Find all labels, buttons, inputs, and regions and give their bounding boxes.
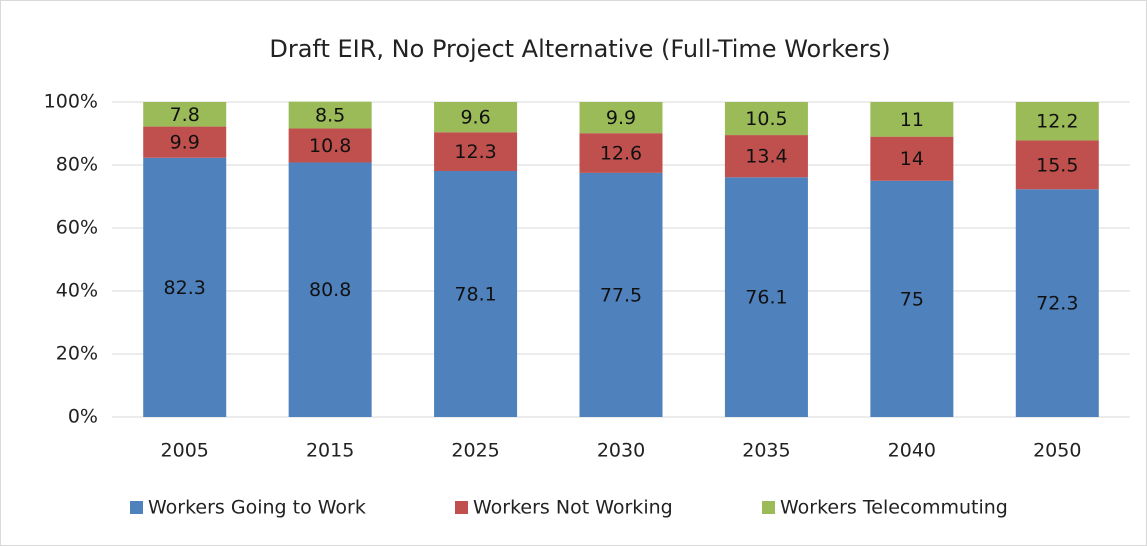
value-label: 12.6: [600, 143, 642, 165]
bar-segment: [579, 172, 663, 417]
y-tick-label: 20%: [56, 343, 98, 365]
y-tick-label: 100%: [44, 91, 98, 113]
legend-swatch: [130, 501, 143, 514]
value-label: 13.4: [745, 146, 787, 168]
bar-segment: [870, 102, 954, 137]
bar-segment: [870, 180, 954, 417]
y-tick-label: 40%: [56, 280, 98, 302]
value-label: 11: [900, 109, 924, 131]
bar-segment: [724, 102, 808, 136]
chart-title: Draft EIR, No Project Alternative (Full-…: [269, 35, 890, 63]
y-tick-label: 60%: [56, 217, 98, 239]
legend-swatch: [762, 501, 775, 514]
value-label: 15.5: [1036, 154, 1078, 176]
value-label: 10.8: [309, 135, 351, 157]
bar-segment: [579, 133, 663, 173]
value-label: 82.3: [164, 277, 206, 299]
bar-segment: [434, 102, 518, 133]
value-label: 12.2: [1036, 111, 1078, 133]
x-tick-label: 2050: [1033, 440, 1081, 462]
value-label: 10.5: [745, 108, 787, 130]
bar-segment: [434, 170, 518, 417]
value-label: 12.3: [454, 141, 496, 163]
value-label: 78.1: [454, 283, 496, 305]
value-label: 75: [900, 288, 924, 310]
bar-segment: [143, 157, 227, 417]
legend-label: Workers Going to Work: [148, 497, 366, 519]
value-label: 8.5: [315, 105, 345, 127]
bar-segment: [724, 135, 808, 178]
value-label: 9.9: [170, 132, 200, 154]
legend-label: Workers Not Working: [473, 497, 673, 519]
value-label: 14: [900, 148, 924, 170]
bar-segment: [288, 162, 372, 417]
legend-swatch: [455, 501, 468, 514]
bar-segment: [1015, 189, 1099, 417]
x-tick-label: 2030: [597, 440, 645, 462]
x-tick-label: 2015: [306, 440, 354, 462]
bar-segment: [870, 136, 954, 181]
bar-segment: [1015, 102, 1099, 141]
value-label: 72.3: [1036, 293, 1078, 315]
bar-segment: [1015, 140, 1099, 190]
bar-segment: [143, 126, 227, 158]
y-tick-label: 0%: [68, 406, 98, 428]
bar-segment: [434, 132, 518, 171]
x-tick-label: 2005: [161, 440, 209, 462]
bar-segment: [288, 101, 372, 129]
value-label: 7.8: [170, 104, 200, 126]
bar-segment: [724, 177, 808, 417]
bar-segment: [143, 102, 227, 127]
value-label: 76.1: [745, 287, 787, 309]
legend-label: Workers Telecommuting: [780, 497, 1008, 519]
x-tick-label: 2025: [451, 440, 499, 462]
value-label: 9.9: [606, 107, 636, 129]
bar-segment: [579, 102, 663, 134]
value-label: 80.8: [309, 279, 351, 301]
x-tick-label: 2040: [888, 440, 936, 462]
value-label: 9.6: [460, 107, 490, 129]
x-tick-label: 2035: [742, 440, 790, 462]
y-tick-label: 80%: [56, 154, 98, 176]
bar-segment: [288, 128, 372, 163]
value-label: 77.5: [600, 284, 642, 306]
